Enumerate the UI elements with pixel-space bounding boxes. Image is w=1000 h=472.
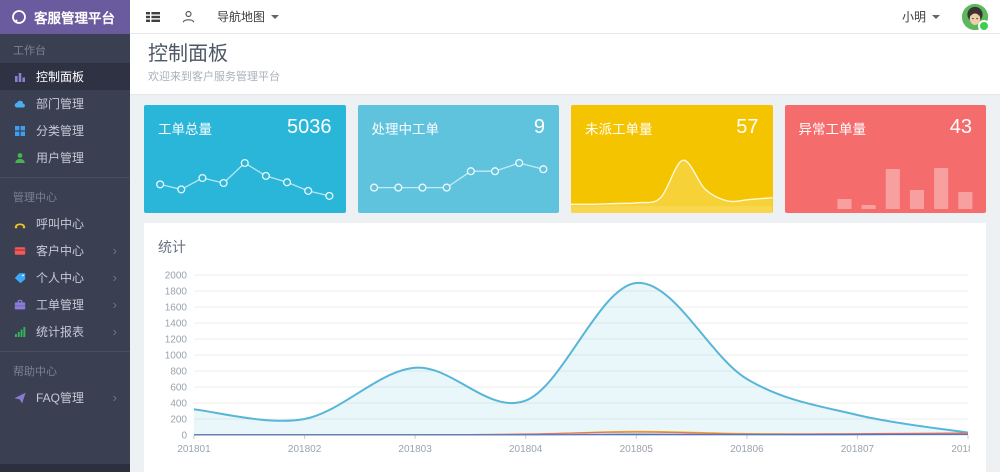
svg-text:201806: 201806 [730, 444, 764, 455]
sidebar-item-users[interactable]: 用户管理 [0, 144, 130, 171]
phone-icon [13, 218, 26, 230]
chevron-right-icon: › [112, 270, 117, 285]
chevron-right-icon: › [112, 324, 117, 339]
svg-text:0: 0 [181, 431, 187, 442]
grid-icon [13, 125, 26, 137]
user-icon [13, 152, 26, 164]
svg-text:1200: 1200 [165, 335, 188, 346]
card-area-chart [571, 159, 773, 213]
online-status-dot [978, 19, 990, 32]
sidebar-item-customer-center[interactable]: 客户中心 › [0, 237, 130, 264]
avatar[interactable] [962, 3, 990, 32]
svg-text:400: 400 [170, 399, 187, 410]
svg-text:201807: 201807 [841, 444, 875, 455]
topbar-rest: 导航地图 小明 [130, 0, 1000, 33]
nav-map-label: 导航地图 [217, 10, 266, 24]
chevron-right-icon: › [112, 243, 117, 258]
report-bars-icon [13, 326, 26, 338]
svg-text:1800: 1800 [165, 287, 188, 298]
sidebar-item-label: 分类管理 [36, 124, 85, 138]
nav-map-dropdown[interactable]: 导航地图 [217, 8, 280, 25]
sidebar-item-label: FAQ管理 [36, 391, 85, 405]
card-title: 处理中工单 [371, 121, 440, 137]
bar-chart-icon [13, 71, 26, 83]
stat-card-processing-workorders: 处理中工单 9 [357, 105, 559, 213]
brand: 客服管理平台 [0, 0, 130, 34]
sidebar-item-label: 个人中心 [36, 271, 85, 285]
stats-line-chart: 0 200 400 600 800 1000 1200 1400 1600 1800 2000 201… [165, 271, 970, 456]
page-subtitle: 欢迎来到客户服务管理平台 [148, 71, 280, 83]
sidebar-item-departments[interactable]: 部门管理 [0, 90, 130, 117]
sidebar-item-label: 客户中心 [36, 244, 85, 258]
chevron-down-icon [932, 14, 940, 19]
card-title: 异常工单量 [798, 121, 867, 137]
chevron-right-icon: › [112, 297, 117, 312]
sidebar-item-label: 呼叫中心 [36, 217, 85, 231]
sidebar-item-label: 部门管理 [36, 97, 85, 111]
svg-text:1000: 1000 [165, 351, 188, 362]
card-value: 9 [533, 116, 545, 138]
card-value: 43 [949, 116, 972, 138]
stat-card-abnormal-workorders: 异常工单量 43 [784, 105, 986, 213]
stat-cards-row: 工单总量 5036 处理中工单 9 未派工单量 57 异常工单量 43 [130, 95, 1000, 213]
card-value: 57 [736, 116, 759, 138]
svg-text:201803: 201803 [398, 444, 432, 455]
topbar: 客服管理平台 导航地图 小明 [0, 0, 1000, 34]
sidebar-item-label: 工单管理 [36, 298, 85, 312]
username-label: 小明 [901, 10, 926, 24]
svg-text:201802: 201802 [288, 444, 322, 455]
sidebar-item-label: 统计报表 [36, 325, 85, 339]
sidebar-section-workbench: 工作台 [13, 45, 46, 57]
main-content: 控制面板 欢迎来到客户服务管理平台 工单总量 5036 处理中工单 9 未派工单… [130, 33, 1000, 472]
cloud-icon [13, 98, 26, 110]
sidebar-item-call-center[interactable]: 呼叫中心 [0, 210, 130, 237]
chevron-right-icon: › [112, 390, 117, 405]
brand-title: 客服管理平台 [34, 11, 115, 26]
svg-text:201801: 201801 [177, 444, 211, 455]
user-outline-icon[interactable] [182, 10, 195, 23]
sidebar-item-personal-center[interactable]: 个人中心 › [0, 264, 130, 291]
card-sparkline-chart [156, 158, 334, 200]
sidebar-section-help: 帮助中心 [0, 351, 130, 384]
svg-text:201805: 201805 [620, 444, 654, 455]
svg-text:201808: 201808 [951, 444, 970, 455]
card-bar-chart [836, 168, 972, 209]
card-title: 未派工单量 [585, 121, 653, 137]
statistics-panel: 统计 0 200 400 600 800 1000 1200 1400 1600 1800 2000… [144, 223, 986, 472]
svg-text:800: 800 [170, 367, 187, 378]
svg-text:200: 200 [170, 415, 187, 426]
page-title: 控制面板 [148, 43, 228, 65]
user-menu[interactable]: 小明 [902, 8, 940, 25]
card-value: 5036 [287, 116, 332, 138]
svg-text:1600: 1600 [165, 303, 188, 314]
svg-text:600: 600 [170, 383, 187, 394]
sidebar-item-faq[interactable]: FAQ管理 › [0, 384, 130, 411]
stat-card-unassigned-workorders: 未派工单量 57 [571, 105, 773, 213]
svg-text:2000: 2000 [165, 271, 188, 282]
sidebar-item-categories[interactable]: 分类管理 [0, 117, 130, 144]
chevron-down-icon [271, 14, 280, 19]
page-header: 控制面板 欢迎来到客户服务管理平台 [130, 33, 1000, 95]
tag-icon [13, 272, 26, 284]
card-title: 工单总量 [158, 121, 212, 137]
card-icon [13, 245, 26, 257]
sidebar-item-reports[interactable]: 统计报表 › [0, 318, 130, 345]
sidebar: 工作台 控制面板 部门管理 分类管理 用户管理 管理中心 呼叫中心 客户 [0, 33, 130, 472]
briefcase-icon [13, 299, 26, 311]
github-logo-icon [11, 9, 27, 25]
statistics-title: 统计 [158, 239, 186, 255]
card-sparkline-chart [369, 158, 547, 192]
paper-plane-icon [13, 392, 26, 404]
sidebar-item-label: 用户管理 [36, 151, 85, 165]
sidebar-item-dashboard[interactable]: 控制面板 [0, 63, 130, 90]
sidebar-item-label: 控制面板 [36, 70, 85, 84]
sidebar-section-admin: 管理中心 [0, 177, 130, 210]
sidebar-toggle-icon[interactable] [146, 11, 160, 23]
stat-card-total-workorders: 工单总量 5036 [144, 105, 346, 213]
svg-text:201804: 201804 [509, 444, 543, 455]
svg-text:1400: 1400 [165, 319, 188, 330]
sidebar-item-workorders[interactable]: 工单管理 › [0, 291, 130, 318]
